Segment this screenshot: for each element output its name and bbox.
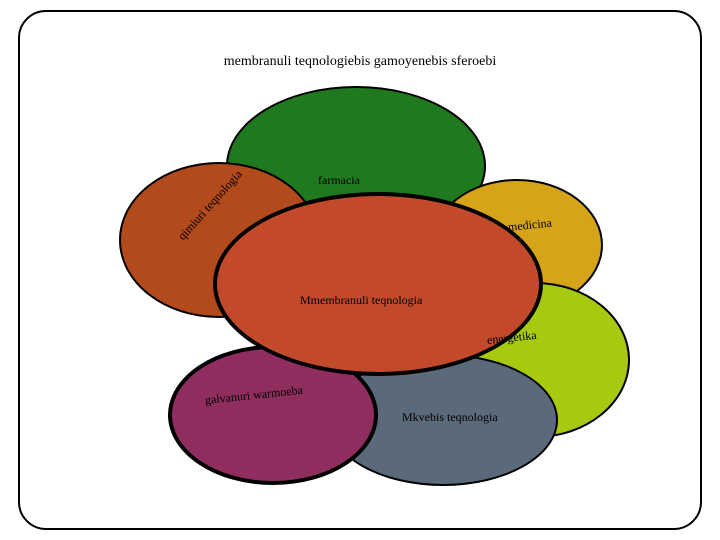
diagram-title: membranuli teqnologiebis gamoyenebis sfe… (0, 55, 720, 69)
center-label: Mmembranuli teqnologia (300, 294, 422, 306)
center-red-ellipse (213, 192, 543, 376)
farmacia-label: farmacia (318, 174, 360, 186)
mkrebis-label: Mkvebis teqnologia (402, 411, 498, 423)
